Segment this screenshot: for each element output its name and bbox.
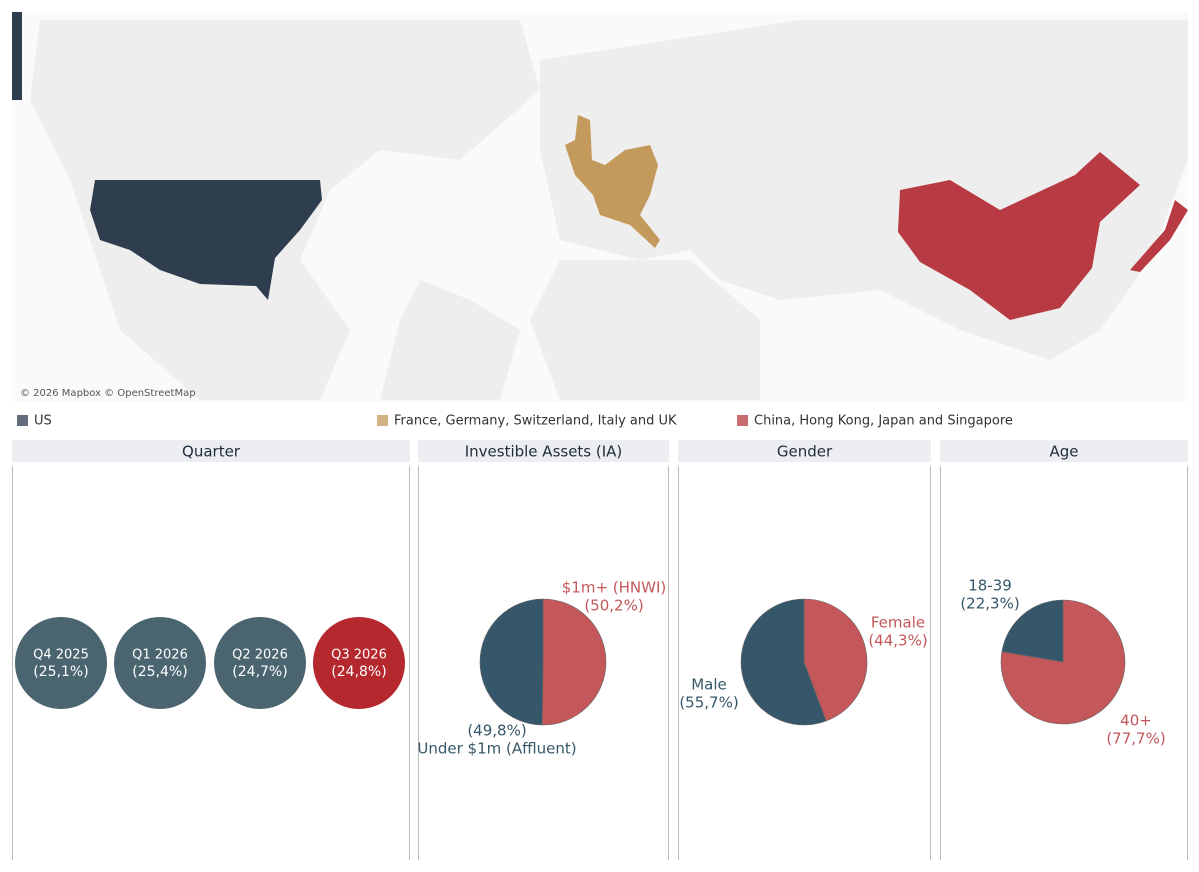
- land: [380, 280, 520, 400]
- pie-label: (22,3%): [960, 595, 1019, 613]
- map: © 2026 Mapbox © OpenStreetMap: [12, 12, 1188, 402]
- map-region-europe: [565, 115, 660, 248]
- panel-header: [940, 440, 1188, 462]
- legend-swatch: [17, 415, 28, 426]
- panel-header: [418, 440, 669, 462]
- panel-title: Gender: [777, 443, 833, 461]
- pie-slice: [479, 598, 544, 726]
- legend-label: China, Hong Kong, Japan and Singapore: [754, 414, 1013, 429]
- pie-label: Female: [871, 614, 925, 632]
- pie-label: (50,2%): [584, 597, 643, 615]
- quarter-value-label: (24,7%): [232, 664, 287, 680]
- quarter-label: Q2 2026: [232, 648, 288, 663]
- legend-swatch: [737, 415, 748, 426]
- quarter-value-label: (24,8%): [331, 664, 386, 680]
- map-attribution: © 2026 Mapbox © OpenStreetMap: [20, 388, 196, 399]
- legend-label: US: [34, 414, 52, 429]
- quarter-circle: [114, 617, 206, 709]
- legend-swatch: [377, 415, 388, 426]
- pie-label: (55,7%): [679, 694, 738, 712]
- pie-label: 18-39: [968, 577, 1012, 595]
- quarter-label: Q4 2025: [33, 648, 89, 663]
- pie-slice: [541, 598, 607, 726]
- pie-slice: [740, 598, 827, 726]
- panel-title: Investible Assets (IA): [465, 443, 623, 461]
- pie-label: (44,3%): [868, 632, 927, 650]
- panel-title: Age: [1049, 443, 1078, 461]
- quarter-circle: [313, 617, 405, 709]
- pie-slice: [1001, 599, 1064, 663]
- map-region-us: [90, 180, 322, 300]
- map-region-us: [12, 12, 22, 100]
- pie-label: Male: [691, 676, 727, 694]
- quarter-label: Q1 2026: [132, 648, 188, 663]
- panel-header: [12, 440, 410, 462]
- map-region-asia: [898, 152, 1188, 320]
- land: [530, 260, 760, 400]
- pie-label: (77,7%): [1106, 730, 1165, 748]
- quarter-value-label: (25,4%): [132, 664, 187, 680]
- quarter-circle: [214, 617, 306, 709]
- pie-label: 40+: [1120, 712, 1152, 730]
- panel-title: Quarter: [182, 443, 241, 461]
- legend-label: France, Germany, Switzerland, Italy and …: [394, 414, 677, 429]
- panel-header: [678, 440, 931, 462]
- quarter-circle: [15, 617, 107, 709]
- pie-label: Under $1m (Affluent): [417, 740, 576, 758]
- quarter-value-label: (25,1%): [33, 664, 88, 680]
- pie-label: (49,8%): [467, 722, 526, 740]
- pie-label: $1m+ (HNWI): [562, 579, 667, 597]
- quarter-label: Q3 2026: [331, 648, 387, 663]
- pie-slice: [803, 598, 868, 722]
